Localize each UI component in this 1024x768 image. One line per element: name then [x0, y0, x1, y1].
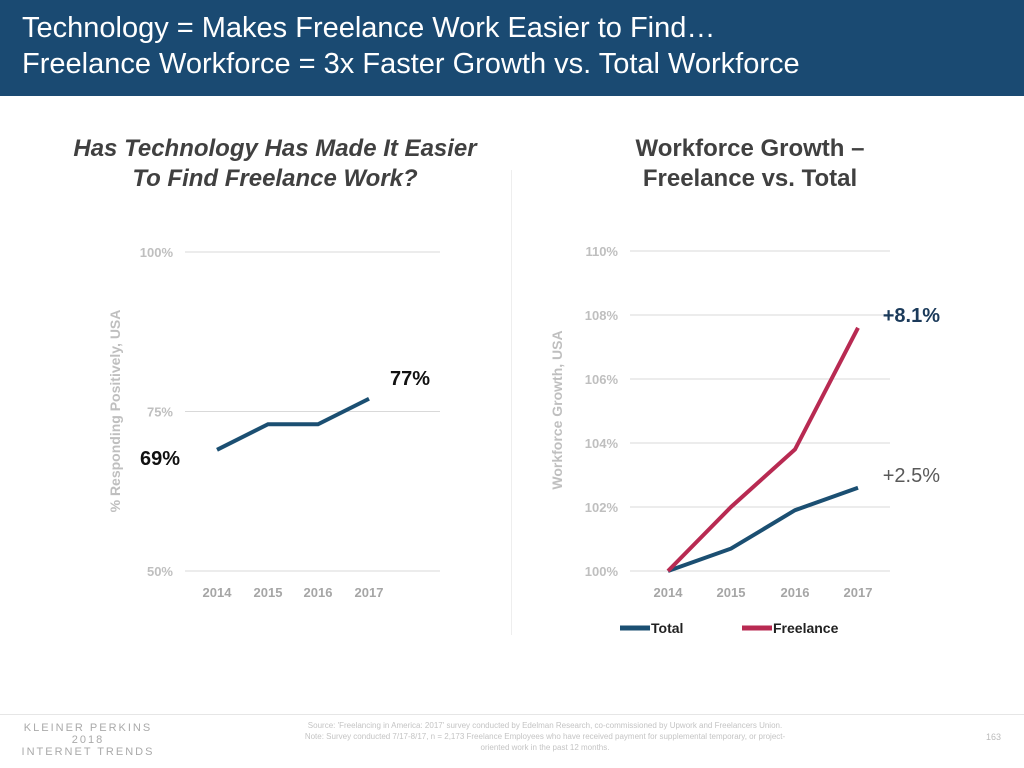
- y-axis-label: Workforce Growth, USA: [549, 330, 565, 489]
- right-chart-title: Workforce Growth – Freelance vs. Total: [635, 135, 865, 192]
- data-label: +2.5%: [883, 465, 940, 487]
- series-line-responses: [216, 396, 370, 452]
- footer-divider: [0, 714, 1024, 715]
- data-label: 77%: [390, 368, 430, 390]
- data-label: 69%: [140, 448, 180, 470]
- x-tick-label: 2015: [254, 585, 283, 600]
- x-tick-label: 2017: [355, 585, 384, 600]
- x-tick-label: 2014: [203, 585, 233, 600]
- x-tick-label: 2016: [781, 585, 810, 600]
- y-axis-label: % Responding Positively, USA: [107, 310, 123, 513]
- y-tick-label: 104%: [585, 436, 619, 451]
- y-tick-label: 110%: [585, 244, 618, 259]
- legend-label: Freelance: [773, 620, 839, 636]
- x-tick-label: 2016: [304, 585, 333, 600]
- divider: [511, 170, 512, 635]
- logo-line-3: INTERNET TRENDS: [21, 746, 155, 758]
- y-tick-label: 102%: [585, 500, 619, 515]
- header-line-2: Freelance Workforce = 3x Faster Growth v…: [22, 48, 800, 80]
- data-label: +8.1%: [883, 305, 940, 327]
- x-tick-label: 2017: [844, 585, 873, 600]
- y-tick-label: 108%: [585, 308, 619, 323]
- header-line-1: Technology = Makes Freelance Work Easier…: [22, 12, 716, 44]
- left-chart-title: Has Technology Has Made It Easier To Fin…: [73, 135, 477, 192]
- page-number: 163: [986, 732, 1002, 742]
- logo: KLEINER PERKINS 2018 INTERNET TRENDS: [8, 722, 168, 758]
- y-tick-label: 75%: [147, 405, 173, 420]
- x-tick-label: 2014: [654, 585, 684, 600]
- logo-line-2: 2018: [71, 734, 105, 746]
- source-note: Source: 'Freelancing in America: 2017' s…: [304, 721, 786, 752]
- series-line-freelance: [666, 326, 860, 573]
- x-tick-label: 2015: [717, 585, 746, 600]
- y-tick-label: 100%: [140, 245, 174, 260]
- slide-header: Technology = Makes Freelance Work Easier…: [0, 0, 1024, 96]
- y-tick-label: 50%: [147, 564, 173, 579]
- series-line-total: [667, 485, 859, 573]
- logo-line-1: KLEINER PERKINS: [23, 722, 153, 734]
- legend-label: Total: [651, 620, 683, 636]
- y-tick-label: 106%: [585, 372, 619, 387]
- y-tick-label: 100%: [585, 564, 619, 579]
